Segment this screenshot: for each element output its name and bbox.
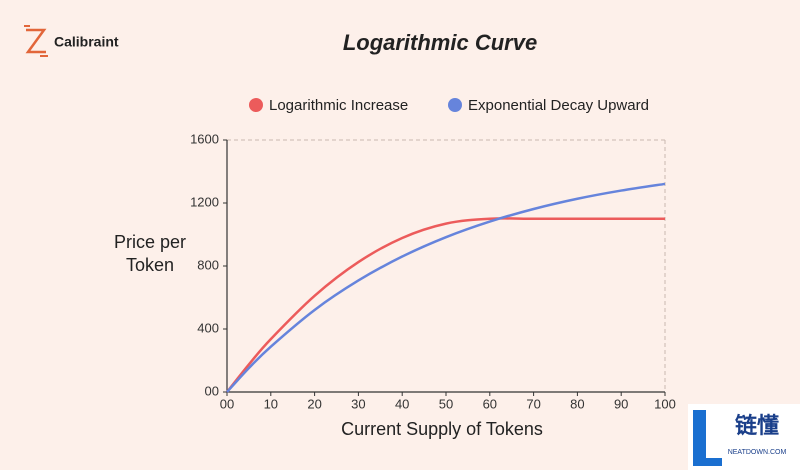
logo-icon <box>25 28 47 54</box>
legend-marker <box>249 98 263 112</box>
brand: Calibraint <box>54 34 119 50</box>
chart-title: Logarithmic Curve <box>343 30 537 55</box>
x-tick-label: 50 <box>439 396 453 411</box>
x-tick-label: 100 <box>654 396 676 411</box>
legend-marker <box>448 98 462 112</box>
watermark-subtext: NEATDOWN.COM <box>728 449 787 456</box>
watermark-icon <box>693 410 722 466</box>
x-tick-label: 10 <box>264 396 278 411</box>
legend-label: Exponential Decay Upward <box>468 97 649 114</box>
series-line <box>226 217 665 393</box>
legend-label: Logarithmic Increase <box>269 97 408 114</box>
logo: Calibraint <box>24 25 119 57</box>
y-tick-label: 400 <box>197 320 219 335</box>
logo-icon-accent <box>24 25 48 57</box>
y-tick-label: 1600 <box>190 131 219 146</box>
y-axis-label: Price per <box>114 232 186 252</box>
x-tick-label: 00 <box>220 396 234 411</box>
x-tick-label: 60 <box>483 396 497 411</box>
y-tick-label: 1200 <box>190 194 219 209</box>
y-tick-label: 00 <box>205 383 219 398</box>
series-line <box>226 182 666 393</box>
x-tick-label: 80 <box>570 396 584 411</box>
watermark-text: 链懂 <box>735 413 779 438</box>
x-axis-label: Current Supply of Tokens <box>341 419 543 439</box>
x-tick-label: 90 <box>614 396 628 411</box>
x-tick-label: 20 <box>307 396 321 411</box>
y-axis-label: Token <box>126 255 174 275</box>
y-tick-label: 800 <box>197 257 219 272</box>
x-tick-label: 40 <box>395 396 409 411</box>
x-tick-label: 70 <box>526 396 540 411</box>
watermark: 链懂 NEATDOWN.COM <box>688 404 800 470</box>
x-tick-label: 30 <box>351 396 365 411</box>
